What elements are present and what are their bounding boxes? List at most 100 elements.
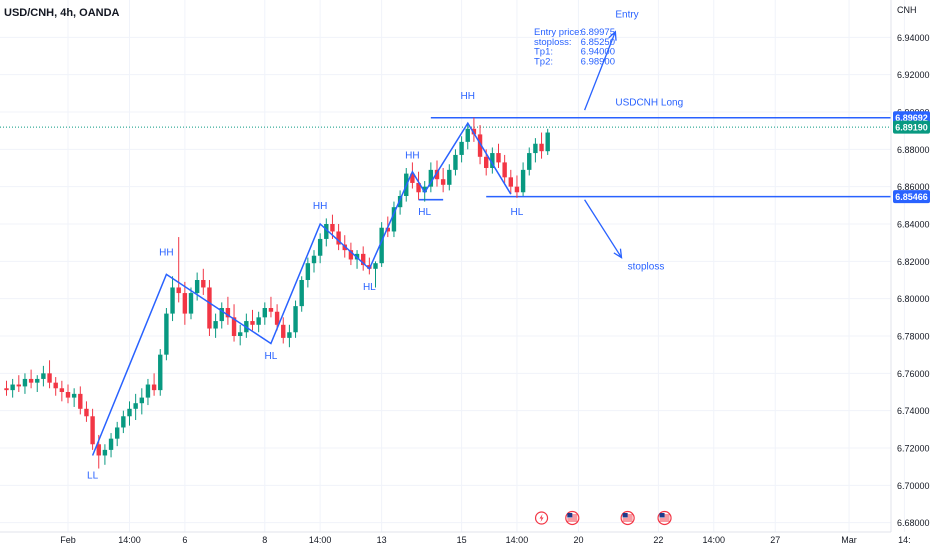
us-flag-icon[interactable] [620,510,635,526]
us-flag-icon[interactable] [657,510,672,526]
candle [16,375,21,392]
candle [35,375,40,392]
candle-body [545,132,550,152]
y-tick-label: 6.86000 [897,182,930,192]
candle [508,169,513,195]
candle [299,276,304,312]
y-tick-label: 6.74000 [897,406,930,416]
candle [410,162,415,189]
candle [238,324,243,346]
candle [127,401,132,426]
events-row [534,510,672,526]
time-axis[interactable]: Feb 14:00 6 8 14:00 13 15 14:00 20 22 14:00 27 Mar 14… [60,535,910,545]
trade-info-label: Tp1: [534,47,553,58]
candle [115,421,120,447]
y-tick-label: 6.88000 [897,145,930,155]
x-tick-label: Mar [841,535,857,545]
zigzag-line[interactable] [91,121,512,456]
candle-body [367,265,372,269]
candle-body [188,293,194,314]
candle-body [281,324,286,338]
arrow-shaft [583,31,616,111]
candle [90,408,95,450]
flag-canton [659,513,665,518]
candle [10,378,15,398]
candle [219,302,224,329]
candle-body [201,280,206,288]
candle-body [520,169,526,193]
flash-icon[interactable] [534,511,549,525]
arrow[interactable] [583,30,617,111]
price-axis[interactable]: 6.68000 6.70000 6.72000 6.74000 6.76000 6.780… [897,33,930,528]
candle [256,311,261,333]
candle [305,257,311,288]
price-badge-label: 6.85466 [895,192,928,202]
candles-series [4,117,550,469]
trade-info-value: 6.89975 [581,27,615,38]
candle [317,233,323,264]
candle [527,147,532,176]
candle-body [84,408,89,417]
candle [207,280,212,336]
candle [274,304,280,331]
x-tick-label: 6 [182,535,187,545]
x-tick-label: 27 [770,535,780,545]
candle [545,128,550,155]
symbol-title[interactable]: USD/CNH, 4h, OANDA [4,7,120,19]
candle [416,171,421,200]
price-badge-bg [893,120,930,134]
candle [65,384,71,404]
candle-body [41,373,46,379]
candle [471,117,477,142]
candle-body [324,224,329,239]
candle-body [416,182,421,193]
candle-body [78,393,83,409]
candle-body [194,280,200,294]
candle-body [59,388,65,392]
candle [367,257,372,275]
x-tick-label: 14:00 [309,535,332,545]
x-tick-label: 14:00 [506,535,529,545]
candle-body [484,156,489,168]
arrow-shaft [584,199,623,258]
candle-body [90,416,95,445]
candle-body [440,179,446,185]
x-tick-label: 14: [898,535,911,545]
candle-body [514,186,520,193]
structure-label: HH [405,151,419,162]
candle-body [348,250,354,260]
price-badge-label: 6.89190 [895,122,928,132]
candle [4,380,9,396]
candle [59,380,65,402]
candle [22,373,28,394]
us-flag-icon[interactable] [565,510,580,526]
candle [47,360,52,389]
price-badge-bg [893,190,930,204]
candle [139,388,144,415]
candle-body [434,169,440,180]
candle [539,132,544,159]
arrow[interactable] [584,199,623,259]
candle-body [311,255,317,264]
candle-body [10,384,15,391]
candle [225,296,231,325]
candle [520,162,526,196]
candle [379,222,384,267]
y-tick-label: 6.72000 [897,444,930,454]
price-axis-badges: 6.89692 6.85466 6.89190 [893,111,930,204]
candle [490,147,495,174]
price-badge-label: 6.89692 [895,113,928,123]
x-tick-label: 14:00 [118,535,141,545]
candle [231,304,237,342]
candle [502,154,507,183]
candle-body [496,153,501,163]
candle-body [133,403,138,409]
candle-body [305,263,311,280]
candle-body [268,308,274,312]
candle-body [533,143,538,154]
candle [397,190,403,215]
candle [133,393,138,420]
structure-label: HL [363,282,376,293]
candle-body [471,128,477,135]
